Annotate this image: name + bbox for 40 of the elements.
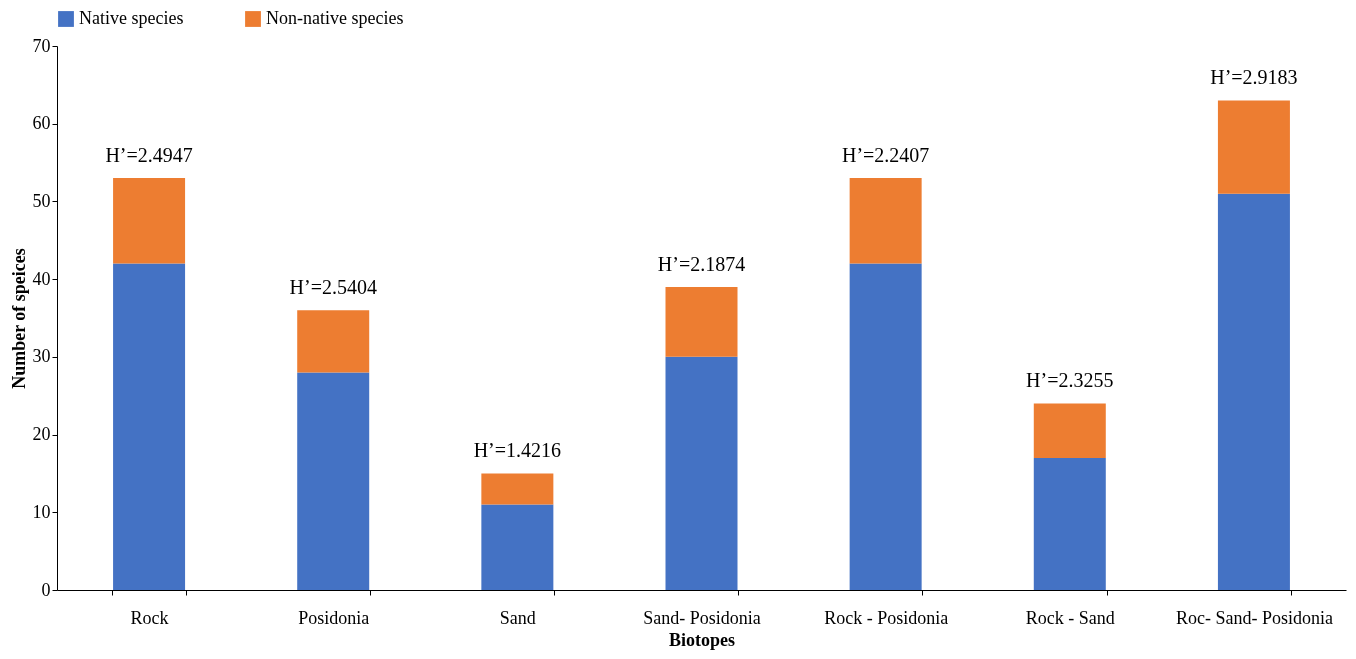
annotation: H’=1.4216 bbox=[473, 439, 562, 462]
y-tick-label: 50 bbox=[32, 190, 51, 211]
x-tick-label: Rock - Posidonia bbox=[824, 607, 949, 628]
legend-label: Native species bbox=[79, 8, 184, 28]
y-tick-label: 30 bbox=[32, 346, 51, 367]
bar bbox=[1217, 193, 1290, 590]
x-tick-label: Rock bbox=[130, 607, 169, 628]
annotation: H’=2.5404 bbox=[289, 276, 377, 299]
bar bbox=[481, 473, 554, 505]
annotation: H’=2.4947 bbox=[105, 144, 193, 167]
bar bbox=[481, 504, 554, 590]
annotation: H’=2.3255 bbox=[1026, 369, 1114, 392]
bar bbox=[849, 178, 922, 264]
x-tick-label: Posidonia bbox=[298, 607, 370, 628]
bar bbox=[297, 372, 370, 590]
bar bbox=[849, 263, 922, 590]
annotation: H’=2.2407 bbox=[841, 144, 930, 167]
x-tick-label: Sand bbox=[499, 607, 536, 628]
bar bbox=[113, 178, 186, 264]
y-tick-label: 40 bbox=[32, 268, 51, 289]
y-axis-title: Number of speices bbox=[8, 248, 29, 389]
annotation: H’=2.9183 bbox=[1210, 66, 1298, 89]
bar bbox=[1033, 403, 1106, 458]
legend-label: Non-native species bbox=[266, 8, 404, 28]
bar bbox=[665, 286, 738, 357]
y-tick-label: 0 bbox=[41, 579, 51, 600]
y-tick-label: 10 bbox=[32, 501, 51, 522]
x-tick-label: Roc- Sand- Posidonia bbox=[1175, 607, 1333, 628]
bar bbox=[1033, 457, 1106, 590]
y-tick-label: 60 bbox=[32, 113, 51, 134]
x-tick-label: Sand- Posidonia bbox=[643, 607, 761, 628]
bar bbox=[1217, 100, 1290, 194]
bar bbox=[113, 263, 186, 590]
y-tick-label: 70 bbox=[32, 35, 51, 56]
bar bbox=[297, 310, 370, 373]
x-tick-label: Rock - Sand bbox=[1025, 607, 1115, 628]
y-tick-label: 20 bbox=[32, 424, 51, 445]
annotation: H’=2.1874 bbox=[657, 252, 746, 275]
bar bbox=[665, 356, 738, 590]
x-axis-title: Biotopes bbox=[668, 629, 736, 650]
